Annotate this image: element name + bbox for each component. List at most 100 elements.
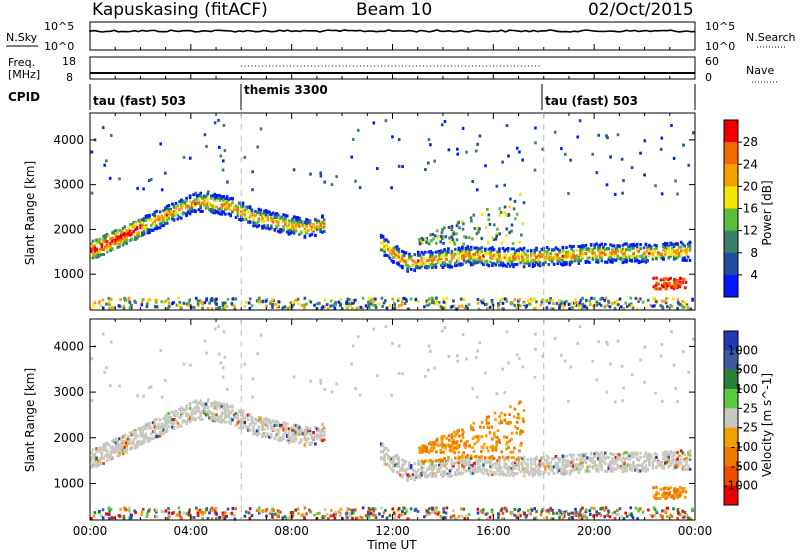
heatmap-cell [155, 217, 158, 221]
heatmap-cell [205, 298, 208, 302]
heatmap-cell [111, 231, 114, 235]
heatmap-cell [685, 456, 688, 460]
heatmap-cell [230, 511, 234, 515]
heatmap-cell [561, 458, 565, 461]
heatmap-cell [678, 460, 681, 464]
heatmap-cell [515, 146, 519, 150]
heatmap-cell [347, 302, 351, 306]
heatmap-cell [185, 407, 188, 411]
heatmap-cell [676, 450, 679, 454]
heatmap-cell [387, 248, 390, 251]
heatmap-cell [561, 252, 565, 256]
heatmap-cell [628, 303, 631, 307]
heatmap-cell [429, 239, 433, 243]
heatmap-cell [457, 248, 461, 252]
heatmap-cell [158, 434, 162, 438]
heatmap-cell [443, 457, 446, 461]
heatmap-cell [181, 412, 185, 416]
heatmap-cell [204, 406, 208, 410]
heatmap-cell [236, 213, 240, 217]
heatmap-cell [606, 303, 609, 307]
heatmap-cell [636, 307, 639, 311]
heatmap-cell [503, 297, 507, 301]
heatmap-cell [628, 467, 632, 471]
heatmap-cell [496, 459, 499, 463]
heatmap-cell [462, 464, 466, 468]
heatmap-cell [135, 236, 139, 240]
heatmap-cell [487, 421, 491, 425]
heatmap-cell [558, 466, 561, 470]
heatmap-cell [572, 253, 575, 257]
heatmap-cell [401, 473, 404, 477]
heatmap-cell [98, 460, 102, 464]
heatmap-cell [609, 251, 612, 255]
heatmap-cell [125, 239, 128, 242]
heatmap-cell [584, 252, 588, 255]
heatmap-cell [519, 261, 522, 265]
heatmap-cell [586, 456, 589, 460]
heatmap-cell [291, 514, 294, 518]
heatmap-cell [178, 200, 181, 204]
heatmap-cell [229, 203, 232, 207]
heatmap-cell [612, 244, 616, 248]
heatmap-cell [519, 304, 522, 308]
cpid-segment-2: tau (fast) 503 [545, 94, 638, 108]
heatmap-cell [452, 449, 456, 453]
heatmap-cell [452, 439, 455, 442]
heatmap-cell [498, 465, 501, 469]
heatmap-cell [517, 458, 521, 461]
heatmap-cell [445, 436, 448, 440]
heatmap-cell [496, 260, 499, 264]
heatmap-cell [247, 418, 250, 422]
heatmap-cell [411, 259, 415, 263]
heatmap-cell [435, 229, 439, 233]
heatmap-cell [651, 466, 655, 470]
heatmap-cell [369, 298, 372, 302]
heatmap-cell [523, 512, 526, 516]
heatmap-cell [559, 258, 563, 262]
heatmap-cell [171, 215, 174, 218]
heatmap-cell [487, 456, 491, 460]
heatmap-cell [383, 459, 386, 463]
heatmap-cell [665, 251, 669, 255]
heatmap-cell [568, 255, 572, 258]
heatmap-cell [564, 152, 567, 156]
heatmap-cell [227, 415, 231, 419]
heatmap-cell [476, 511, 480, 515]
heatmap-cell [116, 232, 120, 236]
heatmap-cell [568, 253, 572, 257]
heatmap-cell [130, 431, 134, 435]
heatmap-cell [501, 301, 505, 305]
heatmap-cell [356, 306, 359, 310]
heatmap-cell [639, 507, 642, 511]
heatmap-cell [469, 216, 473, 220]
heatmap-cell [498, 247, 501, 251]
heatmap-cell [422, 471, 425, 475]
heatmap-cell [541, 508, 545, 512]
heatmap-cell [413, 462, 416, 466]
heatmap-cell [489, 250, 492, 254]
heatmap-cell [199, 418, 202, 421]
heatmap-cell [477, 230, 480, 234]
cpid-label: CPID [8, 90, 40, 104]
heatmap-cell [185, 302, 189, 306]
heatmap-cell [486, 208, 489, 211]
heatmap-cell [282, 433, 285, 437]
heatmap-cell [347, 512, 351, 516]
heatmap-cell [264, 509, 268, 513]
heatmap-cell [461, 246, 464, 250]
heatmap-cell [454, 261, 457, 265]
heatmap-cell [180, 424, 183, 428]
heatmap-cell [562, 304, 566, 308]
heatmap-cell [623, 258, 626, 262]
heatmap-cell [618, 244, 621, 248]
heatmap-cell [431, 297, 435, 301]
heatmap-cell [468, 459, 471, 463]
heatmap-cell [404, 251, 408, 255]
heatmap-cell [612, 467, 616, 471]
heatmap-cell [93, 254, 97, 258]
heatmap-cell [512, 207, 516, 211]
heatmap-cell [613, 306, 617, 310]
heatmap-cell [556, 471, 559, 474]
heatmap-cell [294, 427, 298, 431]
